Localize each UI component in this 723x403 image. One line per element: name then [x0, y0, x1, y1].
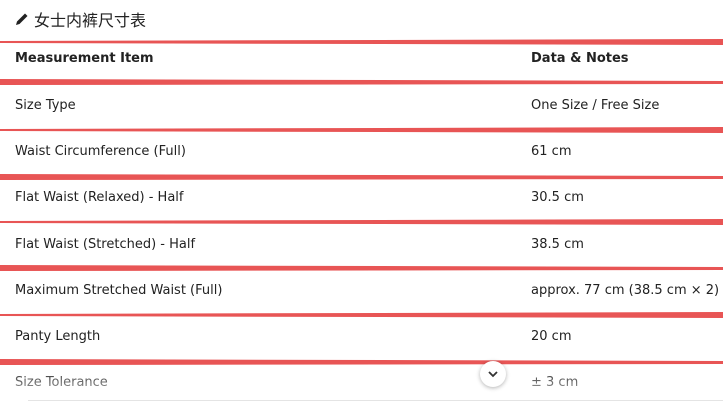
- expand-button[interactable]: [480, 361, 506, 387]
- table-cell: Maximum Stretched Waist (Full): [15, 283, 223, 298]
- table-cell: One Size / Free Size: [531, 98, 660, 113]
- row-separator: [0, 79, 723, 85]
- row-separator: [0, 219, 723, 225]
- table-cell: Flat Waist (Stretched) - Half: [15, 237, 196, 252]
- table-cell: Flat Waist (Relaxed) - Half: [15, 190, 184, 205]
- table-cell: approx. 77 cm (38.5 cm × 2): [531, 283, 720, 298]
- table-cell: Size Type: [15, 98, 76, 113]
- section-title: 女士内裤尺寸表: [14, 7, 146, 31]
- column-header: Measurement Item: [15, 51, 154, 66]
- table-cell: 30.5 cm: [531, 190, 584, 205]
- fade-overlay: [0, 368, 723, 403]
- table-cell: Panty Length: [15, 329, 101, 344]
- row-separator: [0, 127, 723, 133]
- row-separator: [0, 265, 723, 271]
- divider: [28, 400, 723, 401]
- row-separator: [0, 359, 723, 365]
- pencil-icon: [16, 13, 28, 25]
- chevron-icon: [488, 371, 498, 378]
- row-separator: [0, 312, 723, 318]
- table-cell: 61 cm: [531, 144, 572, 159]
- title-text: 女士内裤尺寸表: [34, 11, 147, 30]
- table-cell: 38.5 cm: [531, 237, 584, 252]
- row-separator: [0, 39, 723, 45]
- column-header: Data & Notes: [531, 51, 629, 66]
- row-separator: [0, 174, 723, 180]
- table-cell: Waist Circumference (Full): [15, 144, 186, 159]
- table-cell: 20 cm: [531, 329, 572, 344]
